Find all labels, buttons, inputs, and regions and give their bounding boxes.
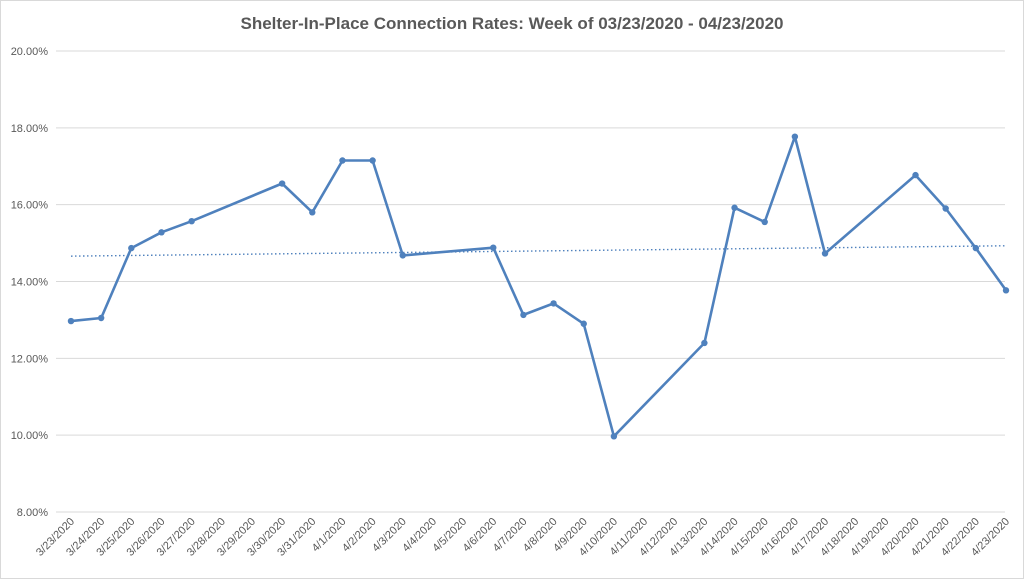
data-point — [761, 218, 768, 226]
data-point — [610, 433, 618, 440]
data-point — [309, 209, 316, 216]
data-point — [399, 252, 406, 259]
data-point — [550, 300, 557, 307]
data-point — [369, 157, 376, 164]
trendline-layer — [70, 245, 1007, 257]
gridlines — [56, 50, 1005, 513]
data-point — [701, 339, 708, 347]
data-point — [942, 205, 949, 212]
y-tick-label: 16.00% — [11, 200, 49, 212]
series-line — [70, 135, 1008, 438]
data-point — [912, 171, 919, 179]
data-point — [821, 250, 829, 257]
y-tick-label: 10.00% — [11, 430, 49, 442]
trendline — [70, 245, 1007, 257]
data-point — [731, 204, 738, 211]
data-point — [490, 244, 497, 251]
data-point — [339, 157, 346, 164]
y-axis-tick-labels: 8.00% 10.00% 12.00% 14.00% 16.00% 18.00% 20.00… — [11, 46, 49, 519]
y-tick-label: 12.00% — [11, 353, 49, 365]
y-tick-label: 8.00% — [17, 507, 48, 519]
data-point — [580, 320, 587, 327]
data-point — [97, 314, 105, 322]
data-point — [278, 180, 286, 187]
data-point — [520, 311, 527, 319]
x-axis-tick-labels: 3/23/20203/24/20203/25/20203/26/20203/27… — [34, 516, 1012, 559]
y-tick-label: 18.00% — [11, 123, 49, 135]
y-tick-label: 14.00% — [11, 277, 49, 289]
data-point — [158, 229, 165, 236]
data-point — [1002, 287, 1010, 294]
chart-title: Shelter-In-Place Connection Rates: Week … — [240, 14, 784, 33]
series-layer — [67, 133, 1010, 440]
data-point — [972, 244, 980, 252]
data-point — [67, 317, 75, 325]
data-point — [188, 217, 195, 225]
data-point — [128, 244, 135, 252]
y-tick-label: 20.00% — [11, 46, 49, 58]
data-point — [791, 133, 799, 140]
